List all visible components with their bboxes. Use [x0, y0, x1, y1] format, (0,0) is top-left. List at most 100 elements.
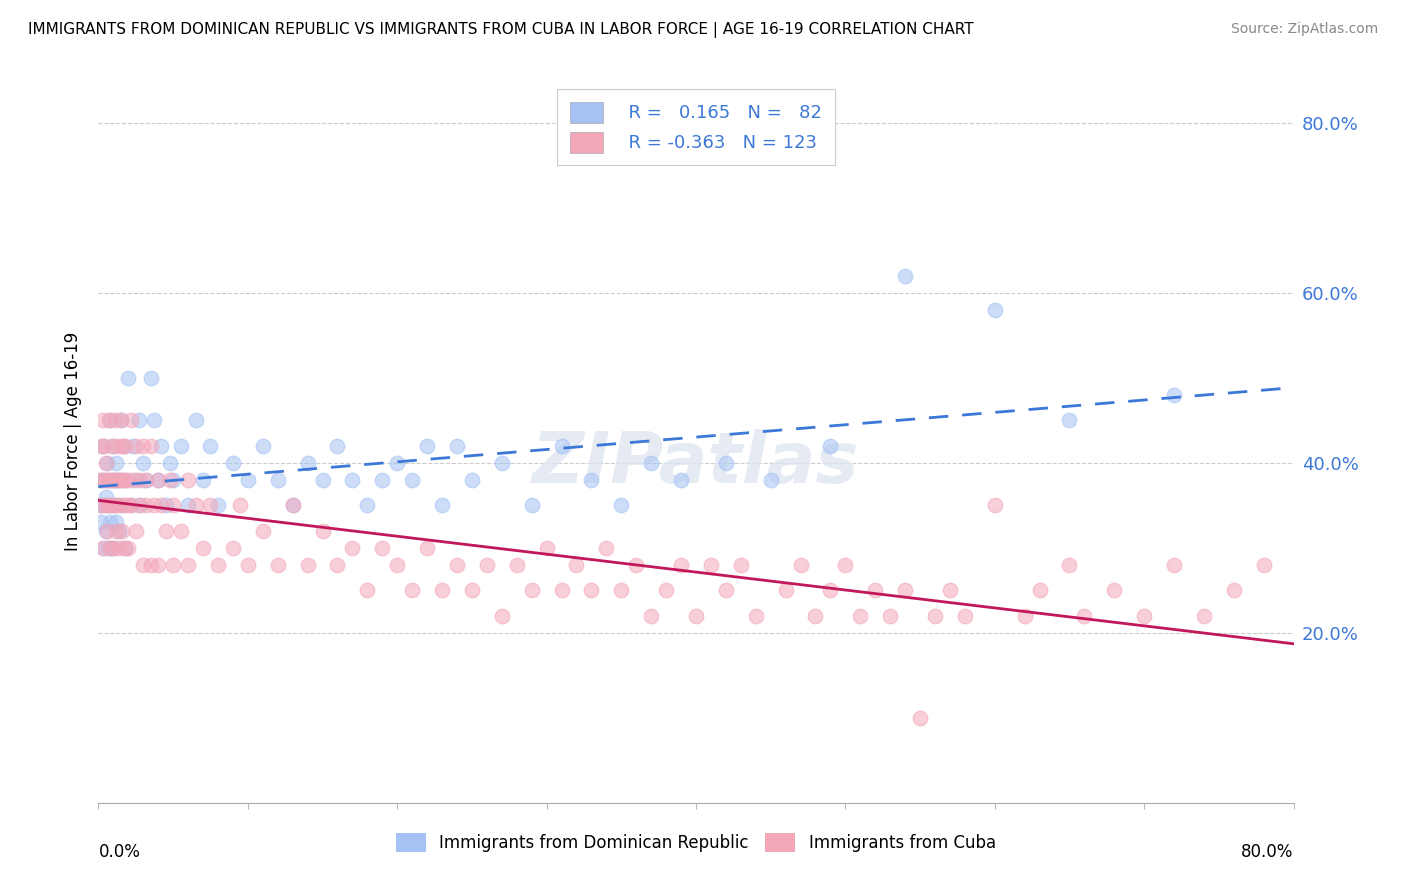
Point: [669, 558, 692, 572]
Point: [93, 473, 115, 487]
Point: [101, 439, 124, 453]
Point: [155, 498, 177, 512]
Point: [520, 583, 543, 598]
Text: 0.0%: 0.0%: [98, 843, 141, 861]
Point: [159, 473, 181, 487]
Point: [491, 608, 513, 623]
Point: [148, 558, 170, 572]
Point: [120, 498, 142, 512]
Point: [1253, 558, 1275, 572]
Point: [110, 473, 132, 487]
Point: [1223, 583, 1246, 598]
Point: [104, 498, 127, 512]
Point: [655, 583, 678, 598]
Point: [446, 558, 468, 572]
Point: [94, 524, 117, 538]
Point: [834, 558, 856, 572]
Point: [1163, 388, 1185, 402]
Point: [550, 583, 572, 598]
Point: [804, 608, 827, 623]
Point: [610, 498, 633, 512]
Point: [104, 498, 127, 512]
Text: ZIPatlas: ZIPatlas: [533, 429, 859, 498]
Point: [1059, 413, 1081, 427]
Point: [162, 498, 184, 512]
Point: [169, 524, 191, 538]
Point: [105, 456, 128, 470]
Point: [745, 608, 768, 623]
Point: [91, 498, 114, 512]
Point: [356, 583, 378, 598]
Point: [281, 498, 304, 512]
Point: [939, 583, 962, 598]
Point: [142, 413, 165, 427]
Point: [461, 473, 484, 487]
Point: [924, 608, 946, 623]
Point: [121, 473, 143, 487]
Point: [90, 498, 112, 512]
Point: [103, 473, 125, 487]
Point: [789, 558, 811, 572]
Point: [125, 473, 148, 487]
Point: [581, 583, 603, 598]
Point: [139, 439, 162, 453]
Point: [98, 516, 122, 530]
Point: [97, 541, 120, 555]
Point: [416, 541, 439, 555]
Point: [1192, 608, 1215, 623]
Point: [121, 439, 143, 453]
Point: [356, 498, 378, 512]
Point: [125, 439, 148, 453]
Point: [177, 473, 200, 487]
Point: [128, 413, 150, 427]
Point: [908, 711, 931, 725]
Point: [820, 583, 842, 598]
Point: [506, 558, 529, 572]
Point: [90, 473, 112, 487]
Point: [700, 558, 723, 572]
Point: [229, 498, 252, 512]
Point: [267, 473, 290, 487]
Point: [115, 498, 138, 512]
Point: [626, 558, 648, 572]
Point: [401, 473, 423, 487]
Point: [775, 583, 797, 598]
Point: [267, 558, 290, 572]
Point: [114, 541, 136, 555]
Point: [222, 456, 245, 470]
Point: [91, 541, 114, 555]
Point: [94, 498, 117, 512]
Point: [371, 541, 394, 555]
Point: [90, 516, 112, 530]
Point: [297, 456, 319, 470]
Point: [371, 473, 394, 487]
Point: [1163, 558, 1185, 572]
Point: [184, 413, 207, 427]
Point: [93, 439, 115, 453]
Point: [148, 473, 170, 487]
Point: [984, 302, 1007, 317]
Point: [139, 558, 162, 572]
Point: [342, 541, 364, 555]
Point: [200, 439, 222, 453]
Text: 80.0%: 80.0%: [1241, 843, 1294, 861]
Point: [311, 473, 333, 487]
Point: [879, 608, 901, 623]
Point: [112, 473, 135, 487]
Point: [114, 541, 136, 555]
Point: [207, 498, 229, 512]
Point: [894, 268, 917, 283]
Point: [108, 524, 131, 538]
Point: [108, 541, 131, 555]
Point: [595, 541, 617, 555]
Point: [132, 439, 155, 453]
Point: [640, 456, 662, 470]
Point: [730, 558, 752, 572]
Point: [159, 456, 181, 470]
Point: [520, 498, 543, 512]
Point: [714, 583, 737, 598]
Point: [311, 524, 333, 538]
Point: [93, 473, 115, 487]
Point: [129, 498, 152, 512]
Point: [184, 498, 207, 512]
